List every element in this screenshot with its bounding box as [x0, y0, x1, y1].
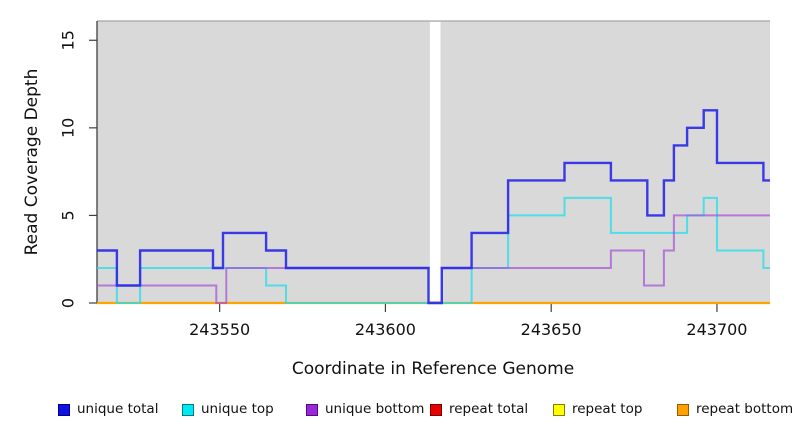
series-unique-total — [97, 109, 770, 305]
coverage-chart: 0 5 10 15 243550 243600 243650 243700 — [58, 20, 770, 339]
x-axis-label: Coordinate in Reference Genome — [291, 359, 575, 379]
legend-swatch-icon — [182, 403, 194, 416]
legend-label: repeat total — [449, 401, 529, 417]
legend-swatch-icon — [58, 403, 70, 416]
y-axis-label: Read Coverage Depth — [22, 68, 42, 256]
y-tick-label: 0 — [58, 298, 77, 308]
legend-label: unique total — [77, 401, 159, 417]
legend-item-repeat-bottom: repeat bottom — [677, 402, 792, 417]
masked-gap-band — [429, 21, 441, 301]
legend-label: repeat top — [572, 401, 643, 417]
legend-label: repeat bottom — [696, 401, 792, 417]
y-tick-label: 10 — [58, 118, 77, 138]
y-tick-label: 5 — [58, 210, 77, 220]
legend-item-repeat-total: repeat total — [430, 402, 528, 417]
x-tick-label: 243600 — [355, 320, 416, 339]
x-tick-label: 243550 — [189, 320, 250, 339]
y-tick-label: 15 — [58, 30, 77, 50]
legend-swatch-icon — [677, 403, 689, 416]
legend-swatch-icon — [553, 403, 565, 416]
x-tick-label: 243650 — [521, 320, 582, 339]
series-unique-bottom — [97, 214, 770, 304]
legend-label: unique bottom — [325, 401, 425, 417]
legend-item-unique-total: unique total — [58, 402, 158, 417]
legend-item-unique-top: unique top — [182, 402, 274, 417]
legend-swatch-icon — [430, 403, 442, 416]
series-unique-top — [97, 196, 770, 304]
legend-swatch-icon — [306, 403, 318, 416]
legend-label: unique top — [201, 401, 274, 417]
legend-item-repeat-top: repeat top — [553, 402, 642, 417]
x-tick-label: 243700 — [686, 320, 747, 339]
legend-item-unique-bottom: unique bottom — [306, 402, 424, 417]
